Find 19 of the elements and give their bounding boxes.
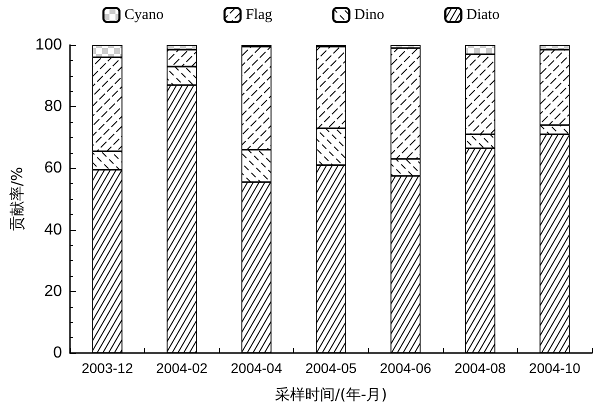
y-tick-label: 20 bbox=[44, 282, 62, 300]
x-tick-label: 2004-04 bbox=[230, 360, 282, 376]
legend-label: Diato bbox=[466, 7, 500, 23]
y-tick-label: 0 bbox=[53, 344, 62, 362]
x-tick-label: 2004-05 bbox=[305, 360, 357, 376]
legend-label: Cyano bbox=[124, 7, 164, 23]
y-tick-label: 40 bbox=[44, 221, 62, 238]
x-tick-label: 2004-06 bbox=[380, 360, 432, 376]
x-tick-label: 2004-02 bbox=[156, 360, 208, 376]
x-tick-label: 2004-08 bbox=[454, 360, 506, 376]
x-tick-label: 2003-12 bbox=[82, 360, 134, 376]
y-tick-label: 60 bbox=[44, 160, 62, 177]
x-axis-title: 采样时间/(年-月) bbox=[274, 386, 388, 404]
legend-label: Dino bbox=[354, 7, 384, 23]
y-axis-title: 贡献率/% bbox=[8, 166, 26, 232]
legend-label: Flag bbox=[246, 7, 273, 23]
y-tick-label: 80 bbox=[44, 98, 62, 116]
y-tick-label: 100 bbox=[35, 36, 62, 54]
x-tick-label: 2004-10 bbox=[529, 360, 581, 376]
